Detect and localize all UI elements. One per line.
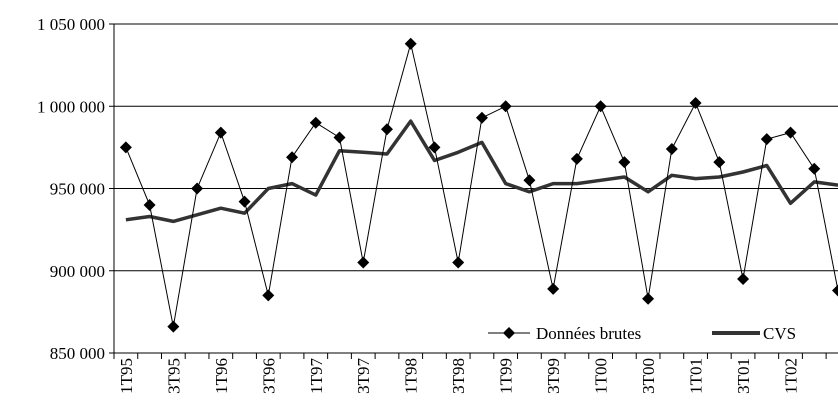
x-tick-label: 1T99 (497, 358, 516, 394)
series-raw-point (760, 133, 773, 146)
series-raw-point (665, 143, 678, 156)
series-raw-point (119, 141, 132, 154)
x-tick-label: 1T00 (592, 358, 611, 394)
series-raw-point (499, 100, 512, 113)
series-raw-point (689, 96, 702, 109)
series-raw-point (262, 289, 275, 302)
x-tick-label: 3T98 (449, 358, 468, 394)
legend-raw-marker (503, 327, 515, 339)
series-raw-point (737, 272, 750, 285)
series-raw-point (428, 141, 441, 154)
y-tick-label: 1 000 000 (37, 97, 105, 116)
x-tick-label: 1T02 (782, 358, 801, 394)
series-raw-point (357, 256, 370, 269)
series-raw-point (214, 126, 227, 139)
y-tick-label: 900 000 (50, 262, 105, 281)
x-tick-label: 3T00 (639, 358, 658, 394)
series-layer (119, 37, 838, 333)
y-tick-label: 850 000 (50, 344, 105, 363)
series-raw-point (523, 174, 536, 187)
series-cvs-line (125, 119, 838, 224)
x-tick-label: 1T95 (117, 358, 136, 394)
series-raw-point (475, 111, 488, 124)
series-raw-point (832, 284, 838, 297)
legend-cvs-label: CVS (763, 324, 796, 343)
series-raw-point (238, 195, 251, 208)
x-tick-label: 3T96 (259, 358, 278, 394)
gridlines (114, 23, 838, 272)
series-raw-point (547, 282, 560, 295)
x-tick-label: 1T96 (212, 358, 231, 394)
series-raw-point (309, 116, 322, 129)
series-raw-point (713, 156, 726, 169)
x-tick-label: 3T01 (734, 358, 753, 394)
series-raw-point (594, 100, 607, 113)
series-raw-point (642, 292, 655, 305)
series-raw-point (143, 198, 156, 211)
series-raw-point (808, 162, 821, 175)
series-raw-point (404, 37, 417, 50)
series-raw-point (333, 131, 346, 144)
series-raw-point (286, 151, 299, 164)
y-tick-label: 950 000 (50, 180, 105, 199)
series-raw-point (784, 126, 797, 139)
x-tick-label: 1T97 (307, 358, 326, 394)
series-raw-point (618, 156, 631, 169)
y-tick-label: 1 050 000 (37, 15, 105, 34)
series-raw-line (125, 43, 838, 327)
x-tick-label: 3T97 (354, 358, 373, 394)
series-raw-point (380, 123, 393, 136)
series-raw-point (570, 152, 583, 165)
legend: Données brutes CVS (488, 324, 796, 343)
x-tick-label: 1T01 (687, 358, 706, 394)
series-raw-point (191, 182, 204, 195)
series-raw-point (167, 320, 180, 333)
x-tick-label: 1T98 (402, 358, 421, 394)
series-raw-point (452, 256, 465, 269)
legend-raw-label: Données brutes (536, 324, 641, 343)
y-axis: 850 000 900 000 950 000 1 000 000 1 050 000 (37, 15, 115, 363)
x-tick-label: 3T99 (544, 358, 563, 394)
x-axis: 1T95 3T95 1T96 3T96 1T97 3T97 1T98 3T98 1T99 3T99… (113, 352, 838, 394)
x-tick-label: 3T95 (164, 358, 183, 394)
